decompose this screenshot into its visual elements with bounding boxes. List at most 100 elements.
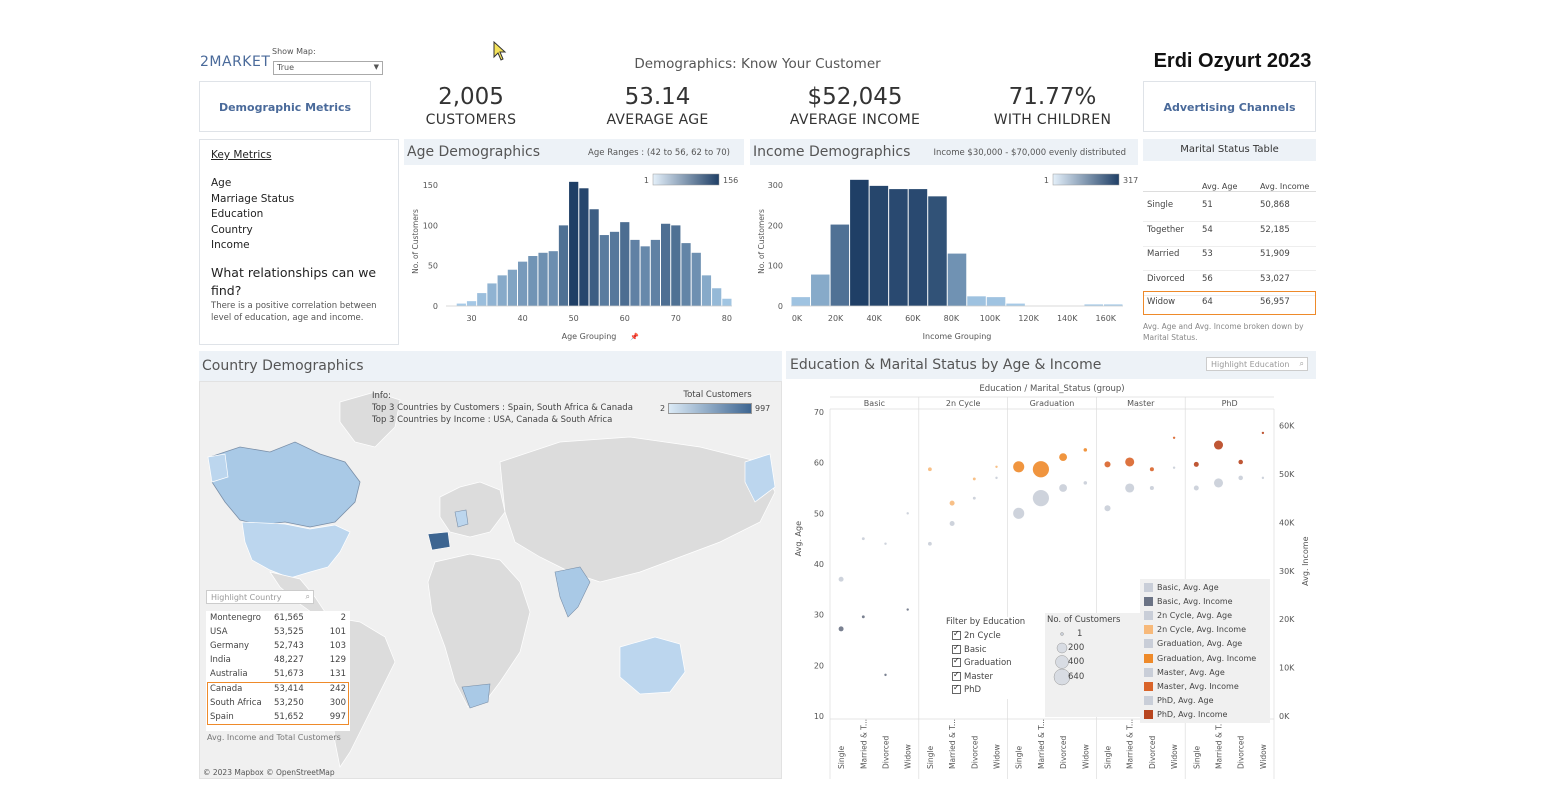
highlight-education-input[interactable]: Highlight Education ⌕ — [1206, 357, 1308, 371]
age-point — [995, 476, 998, 480]
country-row[interactable]: Germany 52,743 103 — [206, 639, 350, 653]
highlight-country-input[interactable]: Highlight Country ⌕ — [206, 590, 314, 604]
filter-label: PhD — [964, 685, 982, 695]
country-row[interactable]: Spain 51,652 997 — [206, 710, 350, 724]
histogram-bar — [986, 297, 1006, 306]
category-label: Married & T... — [948, 719, 957, 769]
demographic-metrics-button[interactable]: Demographic Metrics — [199, 81, 371, 132]
category-label: Married & T... — [1037, 719, 1046, 769]
category-label: Divorced — [1059, 735, 1068, 769]
age-panel-title: Age Demographics — [407, 144, 540, 160]
color-legend-item: Graduation, Avg. Age — [1144, 639, 1242, 651]
income-point — [1213, 440, 1224, 450]
income-point — [1013, 461, 1025, 473]
country-row[interactable]: Canada 53,414 242 — [206, 682, 350, 696]
key-metrics-question: What relationships can we find? — [211, 265, 377, 298]
marital-row[interactable]: Single 51 50,868 — [1143, 198, 1316, 222]
marital-row-highlighted[interactable]: Widow 64 56,957 — [1143, 291, 1316, 315]
marital-row[interactable]: Divorced 56 53,027 — [1143, 272, 1316, 296]
histogram-bar — [579, 188, 589, 306]
age-point — [1059, 484, 1068, 492]
color-legend-item: Basic, Avg. Age — [1144, 583, 1219, 595]
map-africa — [427, 553, 531, 708]
histogram-bar — [1006, 303, 1025, 306]
histogram-bar — [630, 239, 640, 306]
country-row[interactable]: South Africa 53,250 300 — [206, 696, 350, 710]
y-tick-label: 40 — [814, 560, 824, 569]
x-tick-label: 60 — [620, 314, 630, 323]
map-legend-gradient — [668, 403, 752, 414]
histogram-bar — [599, 235, 609, 306]
country-row[interactable]: Australia 51,673 131 — [206, 667, 350, 681]
x-tick-label: 120K — [1018, 314, 1039, 323]
histogram-bar — [791, 297, 811, 306]
legend-swatch — [1144, 625, 1153, 635]
histogram-bar — [466, 301, 477, 306]
country-customers: 300 — [329, 698, 346, 708]
y-tick-label: 150 — [423, 181, 438, 190]
category-label: Married & T... — [1215, 719, 1224, 769]
checkbox[interactable] — [952, 656, 961, 667]
marital-income: 53,027 — [1260, 274, 1290, 284]
map-canada — [209, 441, 361, 528]
country-name: South Africa — [210, 698, 262, 708]
country-table-note: Avg. Income and Total Customers — [207, 733, 341, 742]
y2-tick-label: 60K — [1279, 422, 1295, 431]
y-tick-label: 0 — [433, 302, 438, 311]
advertising-channels-label: Advertising Channels — [1163, 101, 1296, 114]
marital-table-header: Marital Status Table — [1143, 139, 1316, 161]
y-tick-label: 10 — [814, 712, 824, 721]
legend-swatch — [1144, 639, 1153, 649]
checkbox[interactable] — [952, 643, 961, 654]
marital-status: Married — [1147, 249, 1180, 259]
group-label: 2n Cycle — [946, 399, 981, 408]
highlight-country-placeholder: Highlight Country — [211, 593, 282, 602]
marital-income: 52,185 — [1260, 225, 1290, 235]
advertising-channels-button[interactable]: Advertising Channels — [1143, 81, 1316, 132]
income-panel-header: Income Demographics Income $30,000 - $70… — [750, 139, 1138, 165]
checkbox[interactable] — [952, 670, 961, 681]
world-map[interactable]: Info: Top 3 Countries by Customers : Spa… — [199, 381, 782, 779]
histogram-bar — [497, 275, 507, 306]
histogram-bar — [661, 223, 671, 306]
income-point — [838, 626, 844, 632]
marital-col-age: Avg. Age — [1202, 182, 1238, 191]
show-map-select[interactable]: True ▼ — [273, 61, 383, 75]
category-label: Widow — [1259, 744, 1268, 769]
filter-option[interactable]: Master — [952, 670, 1034, 686]
color-legend-item: Master, Avg. Income — [1144, 681, 1239, 694]
map-attribution: © 2023 Mapbox © OpenStreetMap — [203, 768, 335, 777]
checkbox[interactable] — [952, 683, 961, 694]
legend-swatch — [1144, 667, 1153, 677]
filter-option[interactable]: 2n Cycle — [952, 629, 1034, 645]
filter-option[interactable]: Basic — [952, 643, 1034, 659]
age-point — [1013, 507, 1025, 519]
age-point — [884, 542, 887, 545]
country-row[interactable]: USA 53,525 101 — [206, 625, 350, 639]
filter-option[interactable]: Graduation — [952, 656, 1034, 672]
income-point — [1104, 461, 1111, 468]
country-row[interactable]: India 48,227 129 — [206, 653, 350, 667]
histogram-bar — [869, 185, 889, 306]
age-point — [1149, 485, 1154, 491]
y-tick-label: 100 — [768, 262, 783, 271]
x-tick-label: 40 — [518, 314, 528, 323]
checkbox[interactable] — [952, 629, 961, 640]
key-metrics-answer: There is a positive correlation between … — [211, 301, 377, 323]
country-income: 53,525 — [274, 627, 304, 637]
age-point — [1083, 481, 1088, 485]
legend-swatch — [1144, 611, 1153, 621]
y-tick-label: 20 — [814, 661, 824, 670]
show-map-value: True — [277, 63, 294, 72]
y2-tick-label: 10K — [1279, 664, 1295, 673]
histogram-bar — [691, 252, 701, 306]
country-row[interactable]: Montenegro 61,565 2 — [206, 611, 350, 625]
income-point — [1032, 461, 1049, 478]
filter-option[interactable]: PhD — [952, 683, 1034, 699]
histogram-bar — [701, 275, 712, 306]
marital-row[interactable]: Married 53 51,909 — [1143, 247, 1316, 271]
histogram-bar — [609, 231, 620, 306]
demographic-metrics-label: Demographic Metrics — [218, 101, 352, 114]
age-point — [1125, 483, 1135, 493]
marital-row[interactable]: Together 54 52,185 — [1143, 223, 1316, 247]
